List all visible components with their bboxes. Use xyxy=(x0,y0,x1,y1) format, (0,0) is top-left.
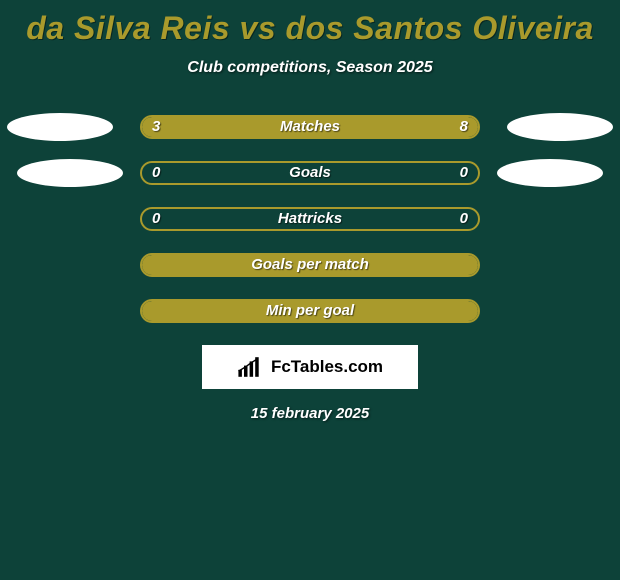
subtitle: Club competitions, Season 2025 xyxy=(0,59,620,77)
date-label: 15 february 2025 xyxy=(0,405,620,422)
stat-label: Hattricks xyxy=(142,210,478,227)
stat-bar: 00Goals xyxy=(140,161,480,185)
player-left-ellipse xyxy=(17,159,123,187)
comparison-card: da Silva Reis vs dos Santos Oliveira Clu… xyxy=(0,0,620,580)
player-left-ellipse xyxy=(7,113,113,141)
stat-bar: 38Matches xyxy=(140,115,480,139)
stat-row: 38Matches xyxy=(0,115,620,139)
stat-row: 00Hattricks xyxy=(0,207,620,231)
player-right-ellipse xyxy=(507,113,613,141)
stat-label: Goals per match xyxy=(142,256,478,273)
stat-label: Min per goal xyxy=(142,302,478,319)
stat-bar: 00Hattricks xyxy=(140,207,480,231)
stat-bar: Goals per match xyxy=(140,253,480,277)
stat-row: 00Goals xyxy=(0,161,620,185)
page-title: da Silva Reis vs dos Santos Oliveira xyxy=(0,0,620,47)
stat-row: Min per goal xyxy=(0,299,620,323)
barchart-icon xyxy=(237,355,265,379)
fctables-logo: FcTables.com xyxy=(202,345,418,389)
stat-bar: Min per goal xyxy=(140,299,480,323)
stat-label: Matches xyxy=(142,118,478,135)
stat-row: Goals per match xyxy=(0,253,620,277)
logo-text: FcTables.com xyxy=(271,357,383,377)
stat-label: Goals xyxy=(142,164,478,181)
player-right-ellipse xyxy=(497,159,603,187)
stats-container: 38Matches 00Goals 00Hattricks Goals per mat… xyxy=(0,115,620,323)
